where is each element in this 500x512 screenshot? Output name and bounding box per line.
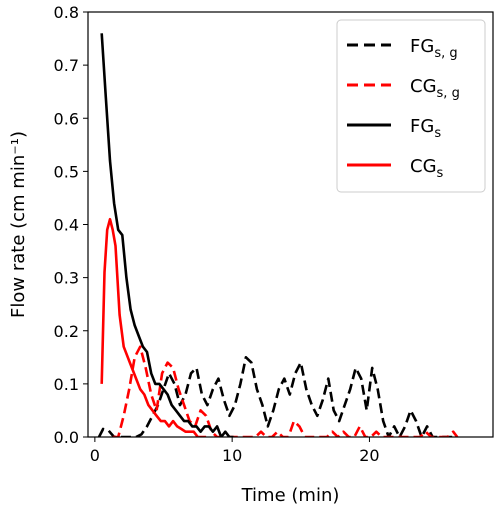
legend-entry-subscript: s [434, 126, 441, 141]
x-axis-ticks: 0 10 20 [90, 437, 380, 465]
legend-entry-main: FG [410, 116, 434, 137]
legend-entry-subscript: s [437, 166, 444, 181]
x-axis-label: Time (min) [241, 485, 340, 506]
legend-entry-main: CG [410, 76, 437, 97]
y-tick-label: 0.4 [54, 216, 79, 235]
legend-entry-1: CGs, g [410, 76, 460, 101]
legend-entry-subscript: s, g [437, 86, 460, 101]
y-tick-label: 0.8 [54, 3, 79, 22]
y-tick-label: 0.7 [54, 56, 79, 75]
legend-entry-main: CG [410, 156, 437, 177]
y-tick-label: 0.3 [54, 269, 79, 288]
y-tick-label: 0.1 [54, 375, 79, 394]
series-line-3 [100, 217, 207, 437]
legend-frame [336, 19, 486, 193]
y-tick-label: 0.5 [54, 162, 79, 181]
y-tick-label: 0.0 [54, 428, 79, 447]
y-tick-label: 0.6 [54, 109, 79, 128]
series-line-1 [112, 345, 459, 437]
series-line-2 [100, 33, 234, 437]
legend-entry-0: FGs, g [410, 36, 458, 61]
y-tick-label: 0.2 [54, 322, 79, 341]
legend-entry-main: FG [410, 36, 434, 57]
x-tick-label: 0 [90, 446, 100, 465]
y-axis-label: Flow rate (cm min⁻¹) [8, 131, 29, 318]
legend-entry-3: CGs [410, 156, 444, 181]
y-axis-ticks: 0.0 0.1 0.2 0.3 0.4 0.5 0.6 0.7 0.8 [54, 3, 88, 447]
x-tick-label: 10 [222, 446, 242, 465]
series-layer [97, 33, 459, 437]
legend-entry-2: FGs [410, 116, 441, 141]
x-tick-label: 20 [359, 446, 379, 465]
legend-entry-subscript: s, g [434, 46, 457, 61]
